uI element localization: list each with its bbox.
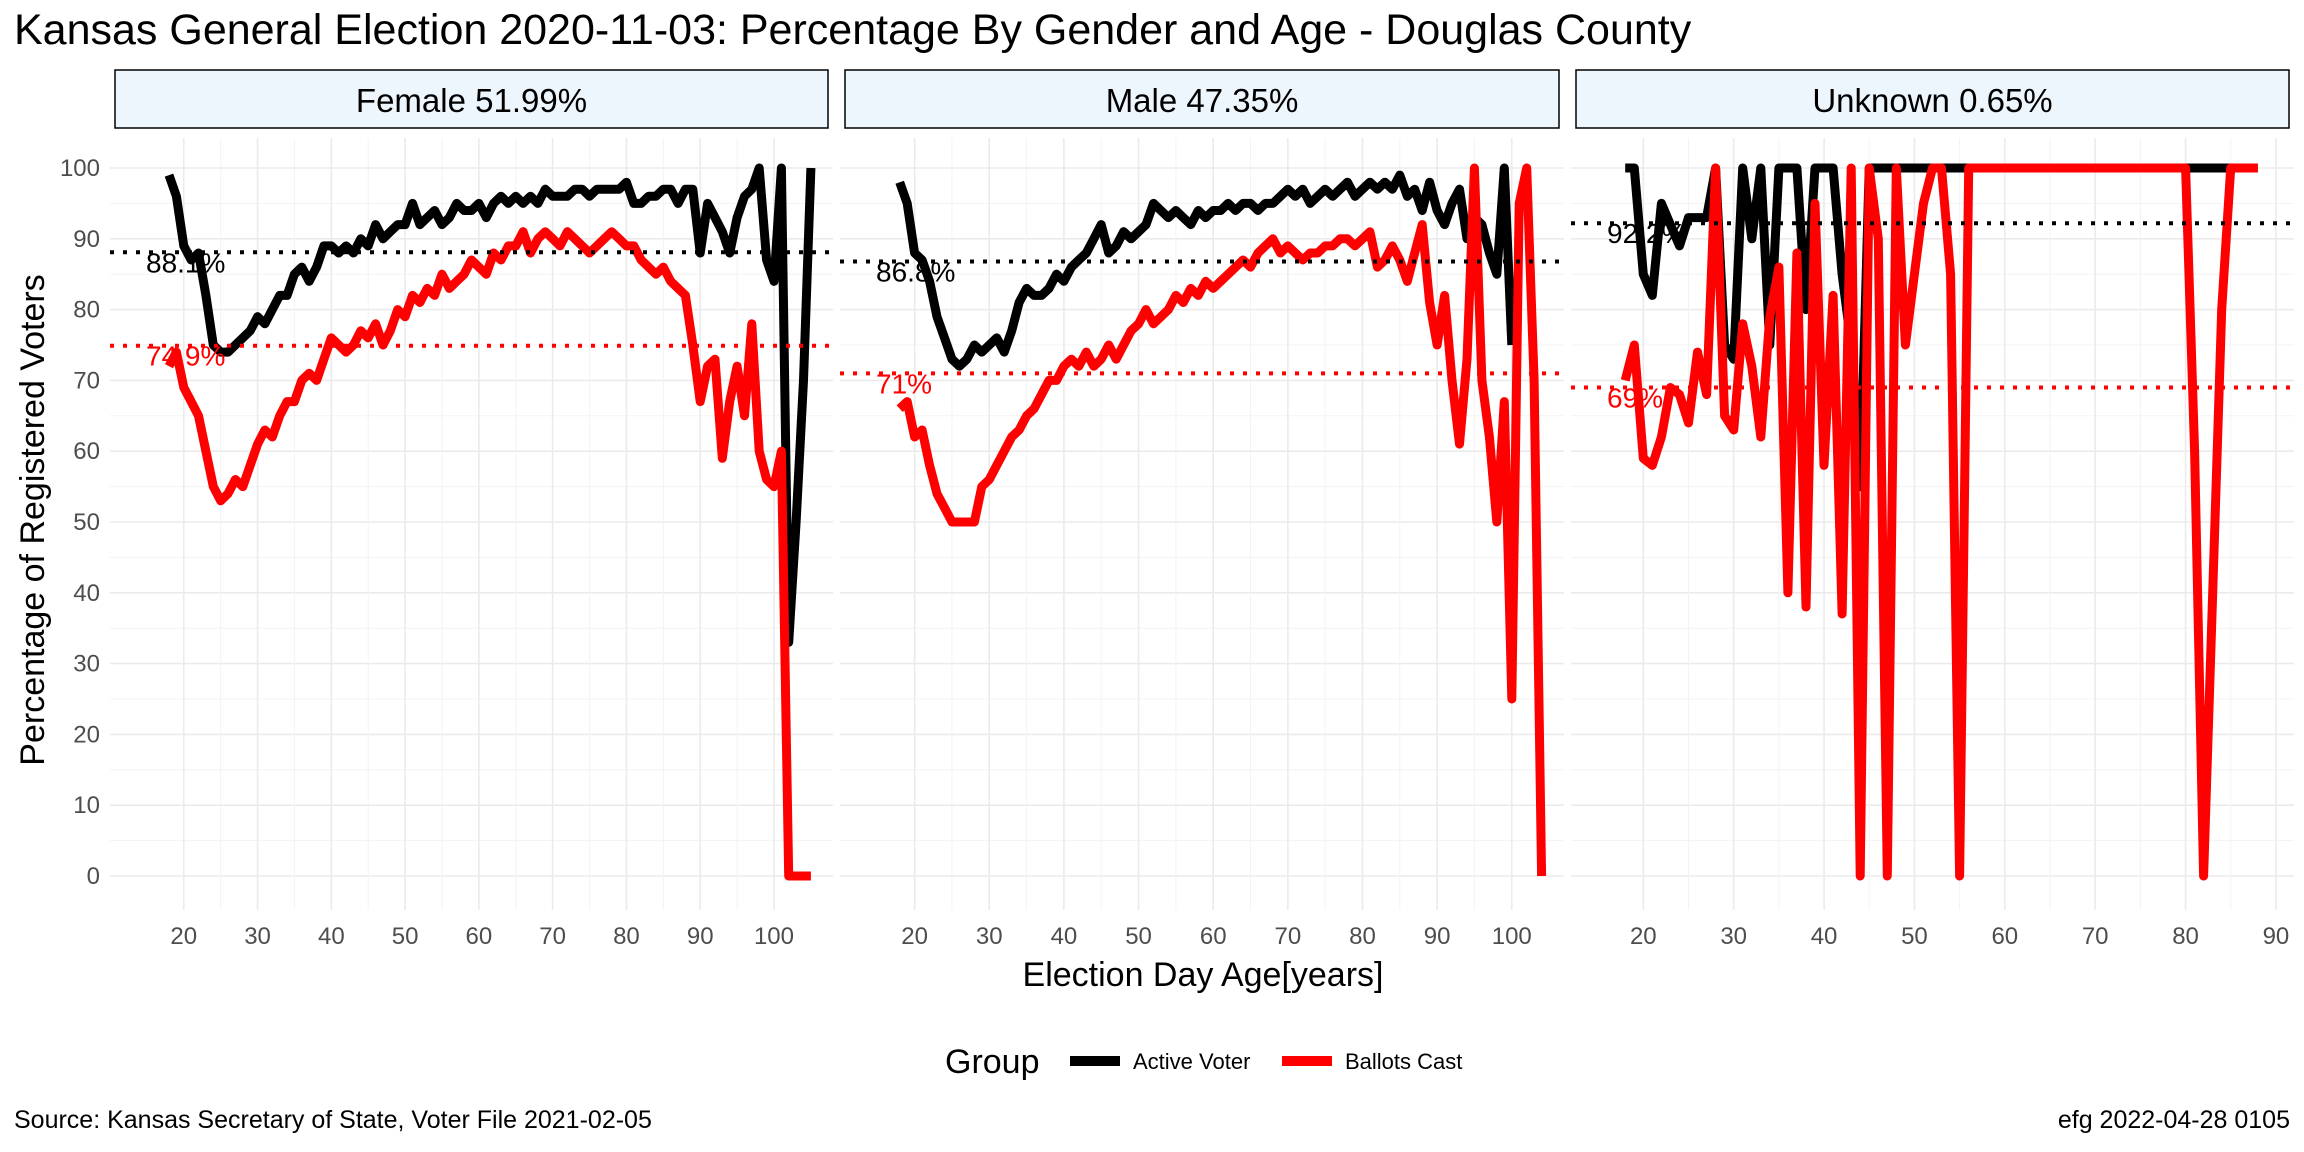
x-tick-label: 60 [1991,923,2018,950]
x-tick-label: 50 [1125,923,1152,950]
y-tick-label: 100 [60,155,100,182]
reference-line-label: 88.1% [146,247,225,278]
x-tick-label: 20 [901,923,928,950]
reference-line-label: 71% [876,368,932,399]
x-tick-label: 70 [539,923,566,950]
x-tick-label: 30 [244,923,271,950]
x-tick-label: 20 [170,923,197,950]
legend-title: Group [945,1043,1040,1081]
panel-strip [1575,69,2290,129]
y-tick-label: 60 [73,438,100,465]
x-axis-label: Election Day Age[years] [1023,956,1384,994]
x-tick-label: 70 [2082,923,2109,950]
panel-strip [844,69,1560,129]
facet-panels: Female 51.99% 0 10 20 30 40 50 60 70 80 90 100 20 30 4… [60,69,2294,950]
y-tick-label: 40 [73,580,100,607]
y-tick-label: 20 [73,721,100,748]
x-tick-label: 80 [2172,923,2199,950]
y-tick-label: 90 [73,226,100,253]
y-tick-label: 30 [73,651,100,678]
y-tick-label: 10 [73,792,100,819]
panel-3: Unknown 0.65% 20 30 40 50 60 70 80 90 92.2% 69% [1571,69,2294,950]
chart-title: Kansas General Election 2020-11-03: Perc… [14,6,1692,54]
series-line-active-voter [164,163,816,647]
panel-strip-label: Unknown 0.65% [1812,82,2052,119]
x-tick-label: 40 [318,923,345,950]
x-tick-label: 80 [613,923,640,950]
reference-line-label: 74.9% [146,341,225,372]
y-tick-label: 70 [73,367,100,394]
x-tick-label: 90 [2263,923,2290,950]
reference-line-label: 86.8% [876,256,955,287]
panel-strip-label: Female 51.99% [356,82,587,119]
legend-label-active-voter: Active Voter [1133,1049,1250,1074]
x-tick-label: 60 [466,923,493,950]
x-tick-label: 60 [1200,923,1227,950]
x-tick-label: 80 [1349,923,1376,950]
reference-line-label: 92.2% [1607,218,1686,249]
x-tick-label: 40 [1811,923,1838,950]
panel-1: Female 51.99% 0 10 20 30 40 50 60 70 80 90 100 20 30 4… [60,69,833,950]
x-tick-label: 50 [392,923,419,950]
x-tick-label: 90 [687,923,714,950]
series-line-ballots-cast [1620,163,2258,881]
x-tick-label: 100 [754,923,794,950]
x-tick-label: 20 [1630,923,1657,950]
y-tick-label: 80 [73,297,100,324]
reference-line-label: 69% [1607,382,1663,413]
y-tick-label: 50 [73,509,100,536]
timestamp-note: efg 2022-04-28 0105 [2057,1106,2290,1134]
x-tick-label: 50 [1901,923,1928,950]
legend: Group Active Voter Ballots Cast [945,1043,1462,1081]
panel-2: Male 47.35% 20 30 40 50 60 70 80 90 100 86.8% 71% [840,69,1564,950]
series-line-active-voter [895,163,1517,371]
series-line-ballots-cast [896,163,1547,877]
x-tick-label: 100 [1492,923,1532,950]
y-axis-label: Percentage of Registered Voters [14,274,52,765]
x-tick-label: 30 [976,923,1003,950]
panel-strip-label: Male 47.35% [1106,82,1299,119]
panel-strip [114,69,829,129]
series-line-ballots-cast [165,227,811,881]
x-tick-label: 40 [1051,923,1078,950]
legend-label-ballots-cast: Ballots Cast [1345,1049,1462,1074]
y-tick-label: 0 [87,863,100,890]
x-tick-label: 30 [1720,923,1747,950]
x-tick-label: 70 [1274,923,1301,950]
source-note: Source: Kansas Secretary of State, Voter… [14,1106,652,1134]
x-tick-label: 90 [1424,923,1451,950]
